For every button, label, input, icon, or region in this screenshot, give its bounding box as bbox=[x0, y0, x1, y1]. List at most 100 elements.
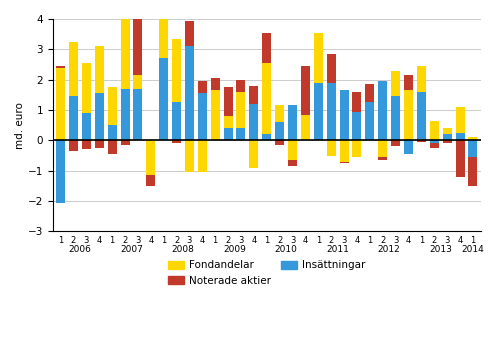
Bar bbox=[301, 66, 310, 114]
Bar bbox=[366, 103, 374, 140]
Bar bbox=[275, 105, 284, 122]
Bar bbox=[94, 93, 104, 140]
Bar bbox=[468, 140, 477, 157]
Text: 2008: 2008 bbox=[172, 245, 194, 254]
Bar bbox=[120, 89, 130, 140]
Bar bbox=[82, 140, 91, 149]
Bar bbox=[210, 78, 220, 90]
Bar bbox=[314, 83, 323, 140]
Bar bbox=[391, 71, 400, 96]
Bar bbox=[275, 140, 284, 145]
Text: 2009: 2009 bbox=[223, 245, 246, 254]
Bar bbox=[352, 92, 362, 112]
Bar bbox=[326, 83, 336, 140]
Bar bbox=[94, 140, 104, 148]
Bar bbox=[340, 140, 348, 162]
Bar bbox=[198, 93, 207, 140]
Bar bbox=[134, 16, 142, 75]
Bar bbox=[108, 140, 116, 154]
Text: 2013: 2013 bbox=[429, 245, 452, 254]
Bar bbox=[56, 66, 65, 68]
Bar bbox=[69, 42, 78, 96]
Bar bbox=[224, 116, 232, 128]
Bar bbox=[134, 75, 142, 89]
Bar bbox=[108, 87, 116, 125]
Legend: Fondandelar, Noterade aktier, Insättningar: Fondandelar, Noterade aktier, Insättning… bbox=[164, 256, 370, 290]
Bar bbox=[340, 162, 348, 163]
Bar bbox=[146, 140, 156, 175]
Bar bbox=[417, 66, 426, 92]
Bar bbox=[262, 63, 272, 134]
Bar bbox=[314, 33, 323, 83]
Bar bbox=[185, 46, 194, 140]
Bar bbox=[198, 81, 207, 93]
Bar bbox=[366, 84, 374, 103]
Bar bbox=[210, 90, 220, 140]
Text: 2011: 2011 bbox=[326, 245, 349, 254]
Bar bbox=[56, 140, 65, 203]
Bar bbox=[326, 54, 336, 83]
Bar bbox=[82, 113, 91, 140]
Bar bbox=[391, 140, 400, 146]
Bar bbox=[378, 81, 387, 140]
Bar bbox=[391, 96, 400, 140]
Bar bbox=[326, 140, 336, 155]
Bar bbox=[224, 87, 232, 116]
Bar bbox=[404, 75, 413, 90]
Bar bbox=[236, 128, 246, 140]
Bar bbox=[352, 140, 362, 157]
Bar bbox=[378, 140, 387, 157]
Bar bbox=[352, 112, 362, 140]
Bar bbox=[94, 46, 104, 93]
Bar bbox=[430, 144, 439, 148]
Bar bbox=[159, 0, 168, 58]
Bar bbox=[288, 105, 297, 140]
Bar bbox=[198, 140, 207, 172]
Y-axis label: md. euro: md. euro bbox=[15, 102, 25, 149]
Text: 2012: 2012 bbox=[378, 245, 400, 254]
Bar bbox=[69, 140, 78, 151]
Bar bbox=[224, 128, 232, 140]
Bar bbox=[134, 89, 142, 140]
Text: 2006: 2006 bbox=[68, 245, 92, 254]
Bar bbox=[185, 21, 194, 46]
Bar bbox=[262, 33, 272, 63]
Bar bbox=[262, 134, 272, 140]
Bar bbox=[69, 96, 78, 140]
Text: 2007: 2007 bbox=[120, 245, 143, 254]
Bar bbox=[378, 157, 387, 160]
Bar bbox=[301, 114, 310, 140]
Bar bbox=[172, 140, 181, 143]
Bar bbox=[250, 104, 258, 140]
Bar bbox=[146, 175, 156, 186]
Bar bbox=[456, 140, 464, 177]
Bar bbox=[250, 140, 258, 168]
Bar bbox=[417, 92, 426, 140]
Bar bbox=[288, 140, 297, 160]
Bar bbox=[442, 140, 452, 143]
Bar bbox=[108, 125, 116, 140]
Text: 2010: 2010 bbox=[274, 245, 297, 254]
Bar bbox=[250, 86, 258, 104]
Bar bbox=[442, 134, 452, 140]
Bar bbox=[159, 58, 168, 140]
Bar bbox=[236, 80, 246, 92]
Bar bbox=[468, 137, 477, 140]
Bar bbox=[82, 63, 91, 113]
Bar bbox=[120, 7, 130, 89]
Bar bbox=[404, 90, 413, 140]
Bar bbox=[417, 140, 426, 142]
Bar bbox=[288, 160, 297, 166]
Bar bbox=[456, 107, 464, 133]
Bar bbox=[120, 140, 130, 145]
Bar bbox=[172, 39, 181, 103]
Bar bbox=[442, 128, 452, 134]
Text: 2014: 2014 bbox=[462, 245, 484, 254]
Bar bbox=[340, 90, 348, 140]
Bar bbox=[430, 121, 439, 140]
Bar bbox=[236, 92, 246, 128]
Bar bbox=[468, 157, 477, 186]
Bar bbox=[56, 68, 65, 140]
Bar bbox=[404, 140, 413, 154]
Bar bbox=[172, 103, 181, 140]
